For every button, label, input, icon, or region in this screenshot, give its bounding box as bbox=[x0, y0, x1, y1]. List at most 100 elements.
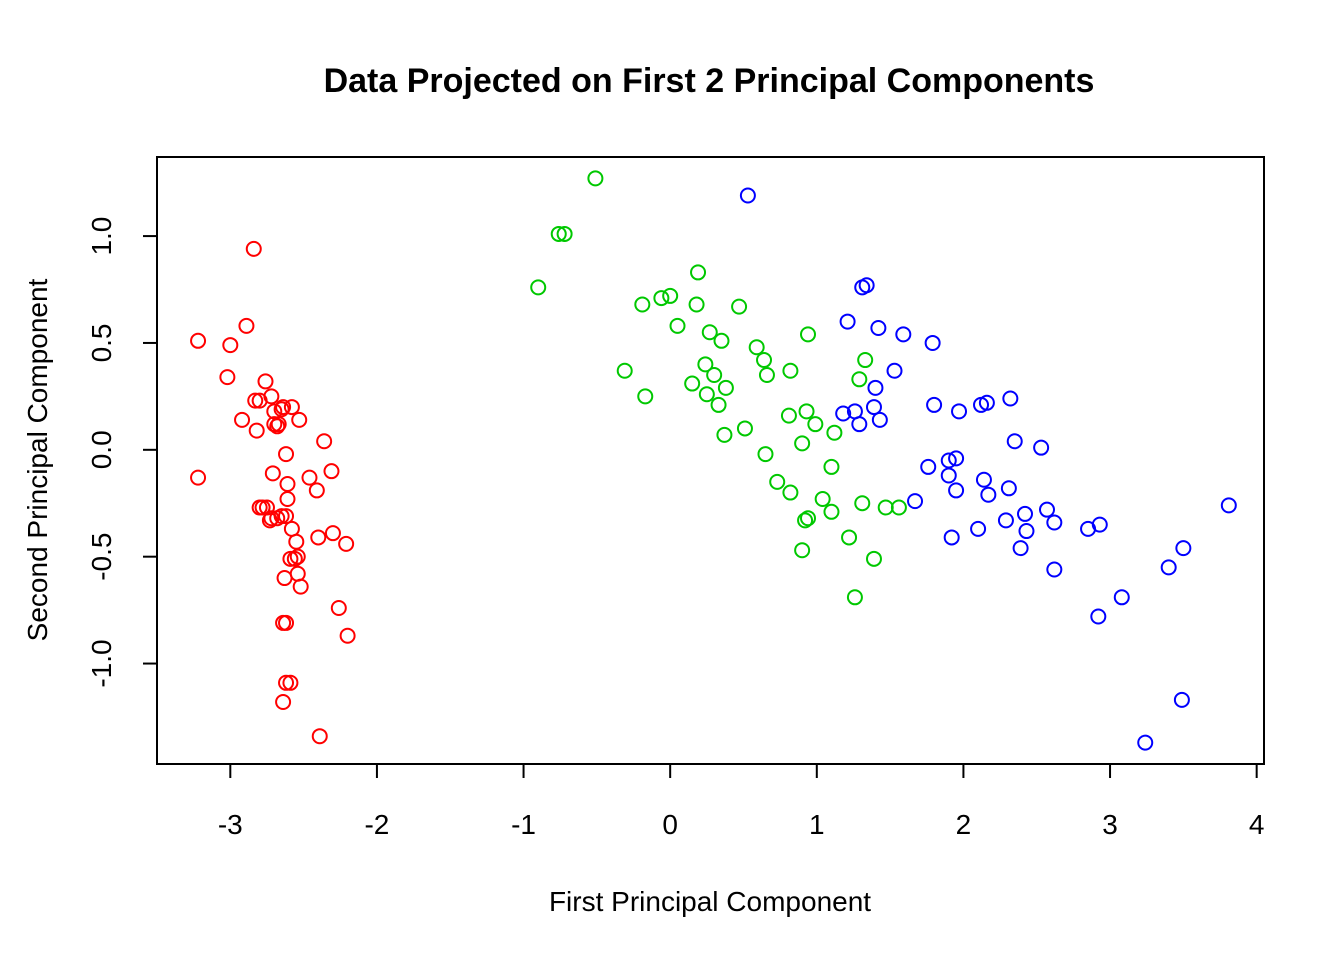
data-point bbox=[1006, 433, 1023, 450]
data-point bbox=[697, 356, 714, 373]
data-point bbox=[273, 401, 290, 418]
data-point bbox=[841, 529, 858, 546]
y-tick-label: 1.0 bbox=[86, 217, 117, 256]
data-point bbox=[190, 332, 207, 349]
data-point bbox=[279, 490, 296, 507]
data-point bbox=[275, 399, 292, 416]
data-point bbox=[794, 542, 811, 559]
data-point bbox=[1002, 390, 1019, 407]
data-point bbox=[948, 482, 965, 499]
data-point bbox=[797, 512, 814, 529]
series-2 bbox=[530, 170, 907, 606]
data-point bbox=[1137, 734, 1154, 751]
x-tick-label: 3 bbox=[1102, 809, 1118, 840]
data-point bbox=[758, 367, 775, 384]
data-point bbox=[292, 578, 309, 595]
data-point bbox=[288, 533, 305, 550]
data-point bbox=[1090, 608, 1107, 625]
data-point bbox=[669, 317, 686, 334]
data-point bbox=[940, 467, 957, 484]
data-point bbox=[865, 550, 882, 567]
data-point bbox=[780, 407, 797, 424]
data-point bbox=[330, 599, 347, 616]
data-point bbox=[279, 476, 296, 493]
plot-frame bbox=[156, 156, 1265, 765]
data-point bbox=[338, 535, 355, 552]
data-point bbox=[978, 394, 995, 411]
data-point bbox=[690, 264, 707, 281]
data-point bbox=[286, 550, 303, 567]
data-point bbox=[943, 529, 960, 546]
data-point bbox=[269, 418, 286, 435]
data-point bbox=[257, 373, 274, 390]
data-point bbox=[289, 548, 306, 565]
x-tick-label: 2 bbox=[956, 809, 972, 840]
data-point bbox=[634, 296, 651, 313]
x-tick-label: -3 bbox=[218, 809, 243, 840]
x-axis: -3 -2 -1 0 1 2 3 4 bbox=[218, 763, 1264, 840]
x-tick-label: -1 bbox=[511, 809, 536, 840]
data-point bbox=[245, 240, 262, 257]
data-point bbox=[823, 458, 840, 475]
data-point bbox=[877, 499, 894, 516]
data-point bbox=[310, 529, 327, 546]
data-point bbox=[846, 589, 863, 606]
data-point bbox=[736, 420, 753, 437]
data-point bbox=[270, 416, 287, 433]
data-point bbox=[339, 627, 356, 644]
data-point bbox=[807, 416, 824, 433]
data-point bbox=[710, 396, 727, 413]
data-point bbox=[616, 362, 633, 379]
data-point bbox=[276, 570, 293, 587]
y-tick-label: 0.0 bbox=[86, 430, 117, 469]
data-point bbox=[688, 296, 705, 313]
data-point bbox=[886, 362, 903, 379]
data-point bbox=[556, 225, 573, 242]
y-tick-label: 0.5 bbox=[86, 323, 117, 362]
data-point bbox=[851, 371, 868, 388]
data-point bbox=[854, 495, 871, 512]
data-point bbox=[823, 503, 840, 520]
chart-title: Data Projected on First 2 Principal Comp… bbox=[324, 62, 1095, 100]
data-point bbox=[814, 490, 831, 507]
x-tick-label: -2 bbox=[364, 809, 389, 840]
data-point bbox=[1091, 516, 1108, 533]
data-point bbox=[794, 435, 811, 452]
data-point bbox=[324, 525, 341, 542]
data-point bbox=[1175, 540, 1192, 557]
data-point bbox=[323, 463, 340, 480]
y-tick-label: -0.5 bbox=[86, 533, 117, 581]
data-point bbox=[698, 386, 715, 403]
data-point bbox=[282, 674, 299, 691]
data-point bbox=[1000, 480, 1017, 497]
x-axis-label: First Principal Component bbox=[549, 886, 871, 917]
data-point bbox=[756, 352, 773, 369]
data-point bbox=[662, 287, 679, 304]
y-tick-label: -1.0 bbox=[86, 639, 117, 687]
data-point bbox=[190, 469, 207, 486]
data-point bbox=[273, 508, 290, 525]
data-point bbox=[1033, 439, 1050, 456]
data-point bbox=[858, 277, 875, 294]
y-axis-label: Second Principal Component bbox=[22, 278, 53, 641]
data-point bbox=[757, 446, 774, 463]
data-point bbox=[1173, 691, 1190, 708]
data-point bbox=[895, 326, 912, 343]
data-point bbox=[238, 317, 255, 334]
data-point bbox=[800, 510, 817, 527]
series-3 bbox=[739, 187, 1237, 751]
series-1 bbox=[190, 240, 356, 745]
data-point bbox=[920, 458, 937, 475]
data-point bbox=[748, 339, 765, 356]
data-point bbox=[1038, 501, 1055, 518]
data-point bbox=[839, 313, 856, 330]
data-point bbox=[316, 433, 333, 450]
data-point bbox=[278, 446, 295, 463]
data-point bbox=[275, 614, 292, 631]
data-point bbox=[867, 379, 884, 396]
data-point bbox=[301, 469, 318, 486]
data-point bbox=[653, 290, 670, 307]
data-point bbox=[782, 362, 799, 379]
